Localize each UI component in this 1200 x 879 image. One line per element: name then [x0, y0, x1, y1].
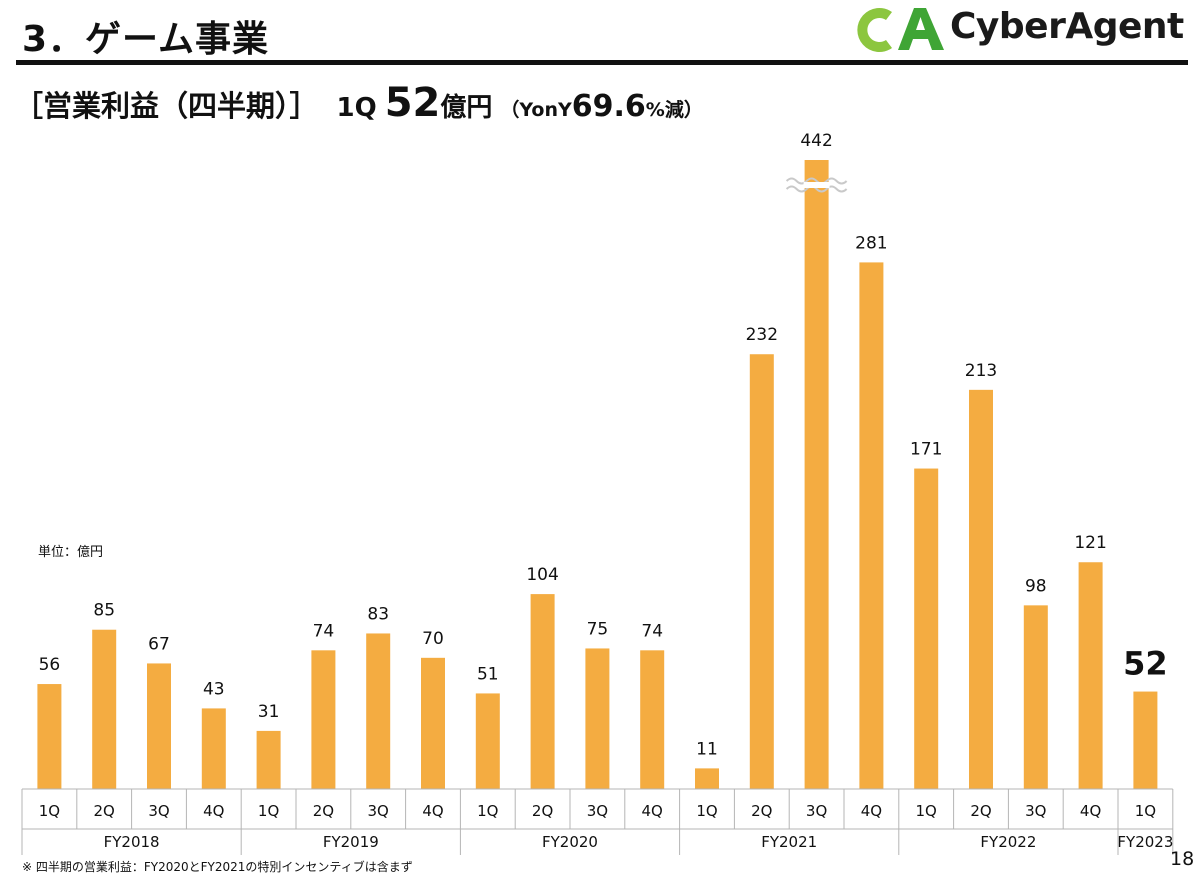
quarter-label: 1Q — [916, 802, 937, 820]
quarter-label: 4Q — [1080, 802, 1101, 820]
value-label: 232 — [746, 325, 778, 345]
bar-fy2019-3q — [366, 633, 391, 789]
headline-yony-prefix: （YonY — [500, 99, 572, 121]
title-rule — [16, 60, 1188, 65]
quarter-label: 4Q — [203, 802, 224, 820]
fiscal-year-label: FY2020 — [542, 833, 598, 851]
quarter-label: 3Q — [1025, 802, 1046, 820]
bar-fy2018-2q — [92, 629, 117, 789]
bar-fy2021-1q — [695, 768, 719, 789]
bar-fy2019-2q — [311, 650, 336, 789]
bar-fy2018-4q — [201, 708, 226, 789]
headline: ［営業利益（四半期）］ 1Q 52億円 （YonY69.6%減） — [14, 80, 703, 126]
value-label: 74 — [313, 621, 335, 641]
value-label: 52 — [1123, 645, 1168, 683]
logo-wordmark: CyberAgent — [950, 6, 1184, 47]
quarter-label: 1Q — [696, 802, 717, 820]
bar-fy2018-1q — [37, 684, 62, 789]
fiscal-year-label: FY2021 — [761, 833, 817, 851]
fiscal-year-label: FY2023 — [1117, 833, 1173, 851]
bar-fy2022-3q — [1023, 605, 1048, 789]
headline-change-suffix: %減） — [645, 99, 703, 121]
footnote: ※ 四半期の営業利益：FY2020とFY2021の特別インセンティブは含まず — [22, 860, 413, 874]
value-label: 85 — [93, 601, 115, 621]
bar-fy2020-3q — [585, 648, 610, 789]
quarter-label: 3Q — [368, 802, 389, 820]
headline-value: 52 — [384, 80, 441, 126]
bar-fy2021-4q — [859, 262, 884, 789]
quarter-label: 1Q — [477, 802, 498, 820]
value-label: 43 — [203, 679, 225, 699]
bar-fy2022-2q — [969, 389, 993, 789]
value-label: 74 — [641, 621, 663, 641]
value-label: 31 — [258, 702, 280, 722]
bar-fy2021-2q — [749, 354, 774, 789]
quarter-label: 4Q — [861, 802, 882, 820]
value-label: 51 — [477, 664, 499, 684]
value-label: 98 — [1025, 576, 1047, 596]
value-label: 70 — [422, 629, 444, 649]
quarter-label: 2Q — [313, 802, 334, 820]
headline-label: ［営業利益（四半期）］ — [14, 89, 319, 123]
quarter-label: 3Q — [587, 802, 608, 820]
unit-label: 単位：億円 — [38, 545, 104, 560]
quarter-label: 3Q — [806, 802, 827, 820]
fiscal-year-label: FY2022 — [980, 833, 1036, 851]
quarter-label: 1Q — [1135, 802, 1156, 820]
value-label: 67 — [148, 634, 170, 654]
fiscal-year-label: FY2018 — [104, 833, 160, 851]
ca-logo-mark — [857, 8, 944, 53]
quarter-label: 3Q — [148, 802, 169, 820]
axis-break-gap — [803, 182, 830, 188]
page-number: 18 — [1170, 848, 1195, 870]
quarter-label: 2Q — [532, 802, 553, 820]
quarter-label: 4Q — [642, 802, 663, 820]
quarter-label: 2Q — [751, 802, 772, 820]
value-label: 171 — [910, 440, 942, 460]
bar-fy2022-1q — [914, 468, 939, 789]
bar-fy2018-3q — [147, 663, 171, 789]
value-label: 75 — [587, 619, 609, 639]
value-label: 83 — [367, 604, 389, 624]
bar-fy2023-1q — [1133, 691, 1158, 789]
value-label: 56 — [39, 655, 61, 675]
company-logo: CyberAgent — [852, 2, 1184, 56]
quarter-label: 1Q — [258, 802, 279, 820]
bar-fy2020-4q — [640, 650, 665, 789]
value-label: 213 — [965, 361, 997, 381]
page-title: 3．ゲーム事業 — [22, 19, 269, 60]
headline-unit: 億円 — [440, 93, 493, 123]
bar-fy2022-4q — [1078, 562, 1103, 789]
axis-break-mark — [785, 177, 848, 193]
quarter-label: 2Q — [970, 802, 991, 820]
value-label: 442 — [800, 131, 832, 151]
bar-fy2019-1q — [256, 730, 281, 789]
bar-fy2020-1q — [475, 693, 500, 789]
headline-change: 69.6 — [571, 89, 646, 124]
bar-fy2020-2q — [530, 594, 555, 789]
value-label: 104 — [526, 565, 558, 585]
value-label: 11 — [696, 739, 718, 759]
bar-fy2019-4q — [421, 657, 445, 789]
value-label: 121 — [1074, 533, 1106, 553]
fiscal-year-label: FY2019 — [323, 833, 379, 851]
quarter-label: 1Q — [39, 802, 60, 820]
value-label: 281 — [855, 233, 887, 253]
bar-fy2021-3q — [804, 160, 829, 789]
quarter-label: 4Q — [422, 802, 443, 820]
headline-quarter: 1Q — [336, 93, 377, 123]
quarter-label: 2Q — [94, 802, 115, 820]
